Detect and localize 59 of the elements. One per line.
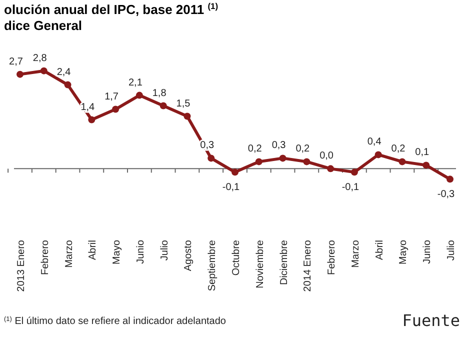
x-tick-label: Febrero (40, 240, 51, 276)
x-tick-label: 2013 Enero (16, 240, 27, 292)
point (327, 165, 334, 172)
x-tick-label: Septiembre (207, 240, 218, 292)
point (350, 168, 358, 176)
data-label: 0,4 (367, 136, 382, 148)
text: $^{(1)}$ El último dato se refiere al indicador adelantado (4, 316, 226, 327)
data-label: 0,0 (320, 150, 334, 162)
data-label: 0,2 (248, 144, 262, 155)
data-label: 2,4 (56, 66, 72, 78)
point (255, 158, 262, 166)
data-label: 2,8 (32, 52, 48, 64)
x-tick-label: Diciembre (278, 240, 290, 286)
point (232, 168, 238, 176)
x-tick-label: Mayo (398, 240, 410, 264)
data-label: 1,8 (152, 88, 167, 99)
point (374, 151, 382, 158)
point (64, 81, 72, 88)
x-tick-label: 2014 Enero (302, 240, 314, 292)
x-tick-label: Agosto (183, 240, 194, 272)
x-tick-label: Febrero (326, 240, 338, 276)
x-tick-label: Marzo (64, 240, 75, 268)
data-label: 2,7 (9, 56, 24, 68)
x-tick-label: Abril (374, 240, 386, 260)
x-tick-label: Junio (422, 240, 434, 264)
data-label: 0,3 (272, 140, 286, 152)
data-label: 1,5 (176, 98, 191, 110)
x-tick-label: Marzo (350, 240, 362, 268)
x-tick-label: Mayo (112, 240, 123, 264)
x-tick-label: Noviembre (254, 240, 266, 288)
point (88, 116, 96, 124)
point (112, 106, 120, 113)
data-label: 0,2 (391, 144, 406, 155)
point (16, 70, 24, 78)
data-label: 2,1 (128, 77, 143, 88)
data-label: 0,1 (415, 147, 430, 158)
point (279, 154, 286, 162)
point (422, 162, 430, 169)
point (446, 176, 454, 183)
x-tick-label: Julio (446, 240, 457, 261)
text: Fuente (402, 311, 460, 330)
data-label: -0,1 (222, 182, 240, 194)
point (208, 154, 215, 162)
data-label: 1,7 (104, 91, 119, 102)
x-tick-label: Julio (159, 240, 170, 261)
point (303, 158, 310, 166)
data-label: -0,3 (437, 189, 456, 200)
x-tick-label: Octubre (231, 240, 242, 276)
point (184, 112, 191, 120)
point (398, 158, 406, 166)
data-label: -0,1 (342, 182, 360, 194)
x-tick-label: Abril (88, 240, 99, 260)
point (160, 102, 167, 110)
data-label: 0,2 (296, 144, 310, 155)
point (136, 92, 143, 99)
chart-title: olución anual del IPC, base 2011 $^{(1)}$ (4, 1, 218, 17)
chart-subtitle: dice General (4, 18, 82, 33)
x-tick-label: Junio (135, 240, 146, 264)
point (40, 67, 48, 74)
